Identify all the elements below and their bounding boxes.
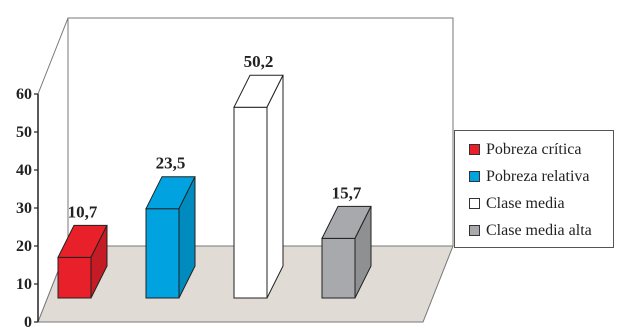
bar-front [57,256,92,299]
bar-side [178,176,196,299]
legend-label: Pobreza crítica [486,140,582,158]
y-tick-label: 50 [16,124,32,141]
bar-front [321,237,356,299]
bar-front [145,208,180,299]
bars [57,74,372,299]
legend-item: Pobreza crítica [469,136,613,163]
legend-swatch [469,144,480,155]
legend-label: Clase media alta [486,221,592,239]
data-label: 15,7 [332,183,362,202]
legend-swatch [469,171,480,182]
bar-side [90,225,108,299]
legend-label: Pobreza relativa [486,167,590,185]
legend-item: Pobreza relativa [469,163,613,190]
data-labels: 10,7 23,5 50,2 15,7 [68,52,362,221]
legend-item: Clase media alta [469,217,613,244]
legend-swatch [469,198,480,209]
bar-front [233,106,268,299]
y-tick-label: 0 [24,314,32,328]
y-tick-label: 40 [16,162,32,179]
data-label: 50,2 [244,52,274,71]
legend-label: Clase media [486,194,565,212]
legend-item: Clase media [469,190,613,217]
y-tick-label: 30 [16,200,32,217]
bar-chart: 0 10 20 30 40 50 60 10,7 23,5 50,2 15,7 [16,17,454,328]
legend: Pobreza crítica Pobreza relativa Clase m… [454,130,614,248]
bar-side [266,75,284,299]
legend-swatch [469,225,480,236]
data-label: 10,7 [68,202,98,221]
y-axis: 0 10 20 30 40 50 60 [16,86,39,328]
y-tick-label: 60 [16,86,32,103]
bar-side [354,206,372,299]
y-tick-label: 10 [16,276,32,293]
data-label: 23,5 [156,154,186,173]
y-tick-label: 20 [16,238,32,255]
